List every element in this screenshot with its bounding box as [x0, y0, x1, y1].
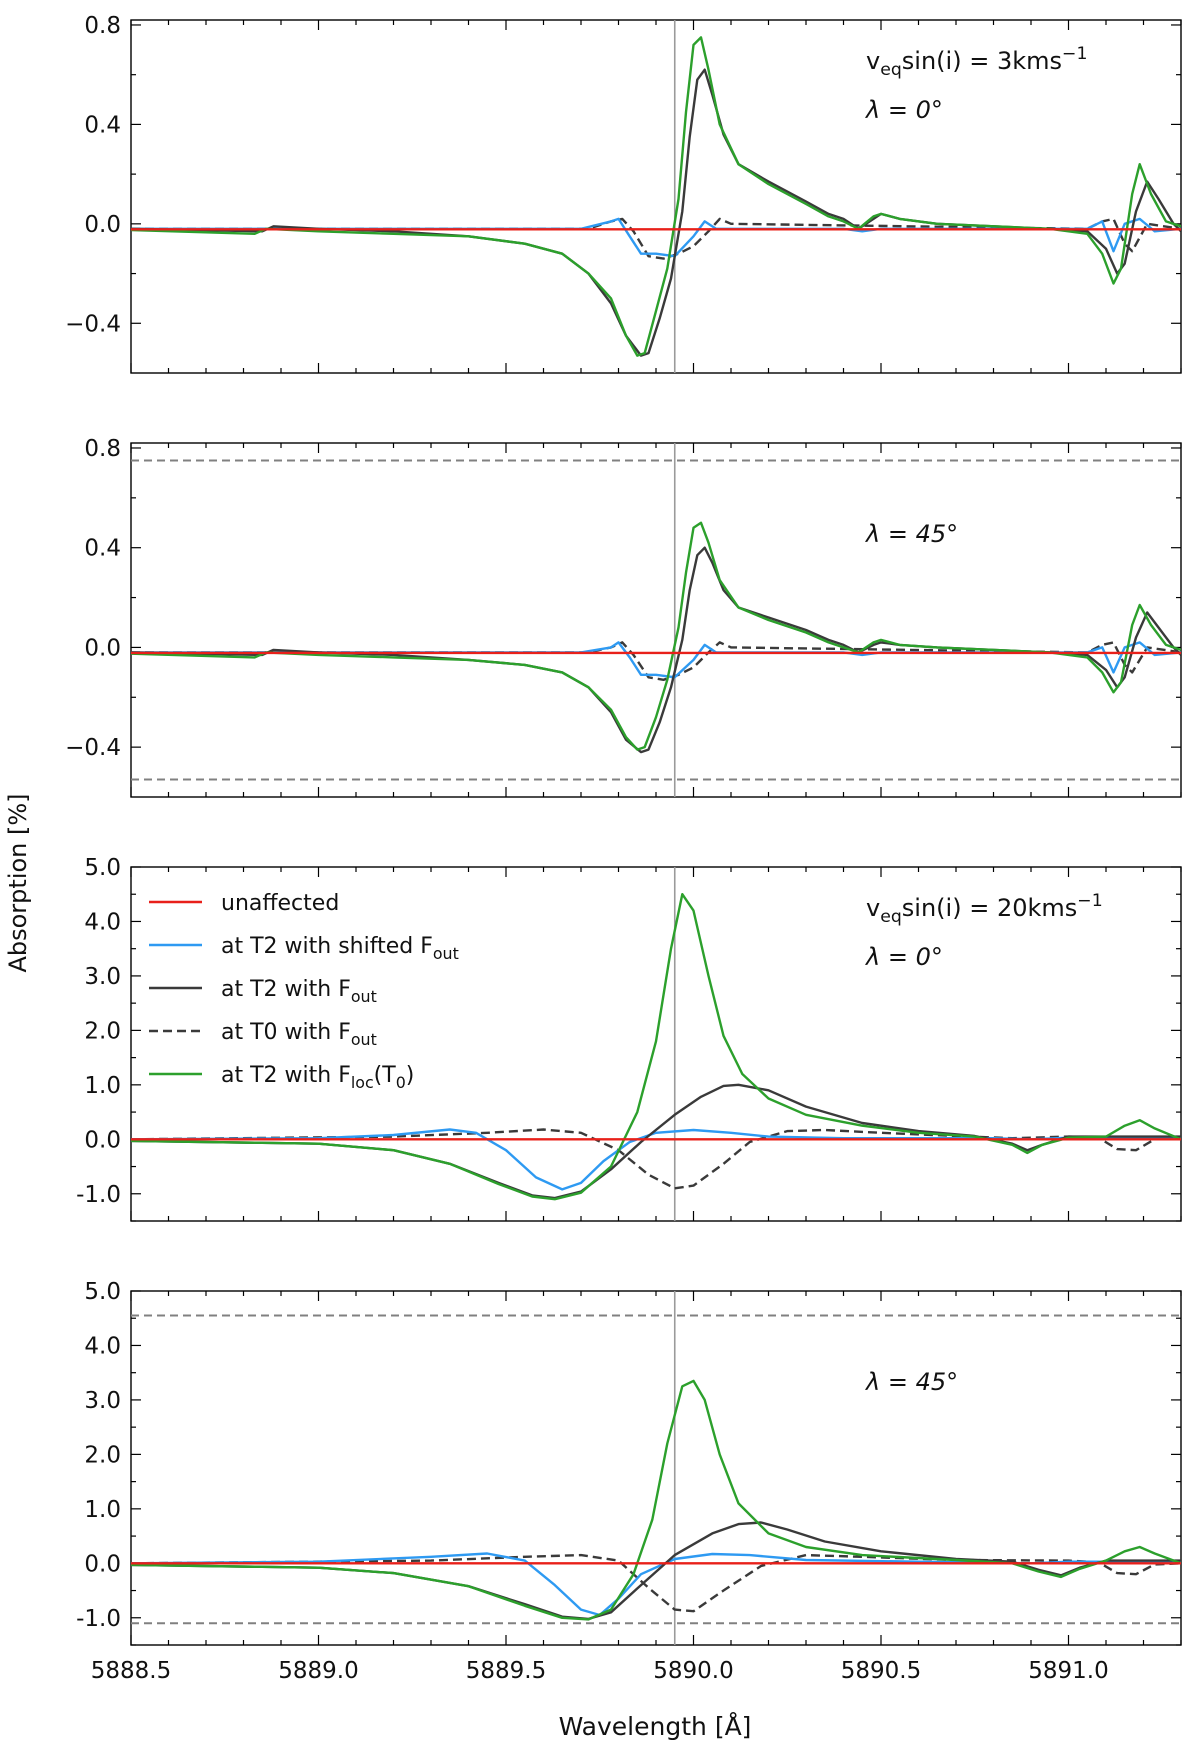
y-tick-label: -1.0: [76, 1606, 121, 1632]
annotation-lambda: λ = 45°: [864, 520, 958, 548]
series-t2: [131, 546, 1181, 754]
y-tick-label: 2.0: [84, 1442, 121, 1468]
annotation-lambda: λ = 0°: [864, 943, 943, 971]
series-t0: [131, 1553, 1181, 1613]
series-floc: [131, 521, 1181, 751]
x-tick-label: 5890.5: [841, 1658, 921, 1684]
y-tick-label: 2.0: [84, 1018, 121, 1044]
x-axis-label: Wavelength [Å]: [559, 1712, 752, 1741]
series-shifted: [131, 1552, 1181, 1617]
panel-2: −0.4 0.0 0.4 0.8 λ = 45°: [65, 436, 1182, 798]
y-tick-label: 5.0: [84, 855, 121, 881]
legend-label: at T2 with shifted Fout: [221, 934, 459, 963]
panel-3: -1.0 0.0 1.0 2.0 3.0 4.0 5.0 veqsin(i) = 20kms−…: [76, 855, 1182, 1222]
series-t0: [131, 1128, 1181, 1190]
series-floc: [131, 1379, 1181, 1621]
panel-1: −0.4 0.0 0.4 0.8 veqsin(i) = 3kms−1 λ = 0°: [65, 13, 1182, 374]
y-tick-label: 0.0: [84, 1127, 121, 1153]
annotation-vsini: veqsin(i) = 3kms−1: [866, 44, 1087, 80]
plot-area: [131, 443, 1181, 797]
annotation-lambda: λ = 0°: [864, 96, 943, 124]
series-shifted: [131, 217, 1181, 258]
axes-frame: [130, 442, 1182, 798]
y-tick-label: -1.0: [76, 1182, 121, 1208]
x-tick-label: 5889.0: [278, 1658, 358, 1684]
y-tick-label: 0.4: [84, 536, 121, 562]
series-t0: [131, 217, 1181, 260]
y-tick-label: 4.0: [84, 909, 121, 935]
y-tick-label: −0.4: [65, 311, 121, 337]
axes-frame: [130, 1290, 1182, 1646]
legend-label: unaffected: [221, 891, 339, 916]
y-tick-label: 4.0: [84, 1333, 121, 1359]
y-tick-label: 3.0: [84, 1388, 121, 1414]
x-tick-label: 5890.0: [653, 1658, 733, 1684]
plot-area: [131, 867, 1181, 1221]
y-tick-label: 0.0: [84, 635, 121, 661]
series-floc: [131, 893, 1181, 1201]
legend-label: at T2 with Floc(T0): [221, 1063, 414, 1092]
y-tick-label: 3.0: [84, 964, 121, 990]
y-axis-label: Absorption [%]: [4, 793, 32, 972]
y-tick-label: 1.0: [84, 1073, 121, 1099]
series-shifted: [131, 641, 1181, 679]
y-tick-label: 5.0: [84, 1279, 121, 1305]
legend-label: at T0 with Fout: [221, 1020, 377, 1049]
legend-label: at T2 with Fout: [221, 977, 377, 1006]
series-t2: [131, 1083, 1181, 1200]
y-tick-label: 1.0: [84, 1497, 121, 1523]
y-tick-label: 0.4: [84, 112, 121, 138]
legend: unaffected at T2 with shifted Fout at T2 w…: [149, 891, 459, 1092]
x-tick-label: 5889.5: [466, 1658, 546, 1684]
panel-4: -1.0 0.0 1.0 2.0 3.0 4.0 5.0 5888.5 5889.0 5889.5…: [76, 1279, 1182, 1684]
series-floc: [131, 36, 1181, 357]
x-tick-label: 5888.5: [91, 1658, 171, 1684]
plot-area: [131, 1291, 1181, 1645]
annotation-lambda: λ = 45°: [864, 1368, 958, 1396]
y-tick-label: 0.0: [84, 212, 121, 238]
plot-area: [131, 20, 1181, 373]
y-tick-label: 0.8: [84, 13, 121, 39]
y-tick-label: −0.4: [65, 735, 121, 761]
y-tick-label: 0.8: [84, 436, 121, 462]
annotation-vsini: veqsin(i) = 20kms−1: [866, 891, 1103, 927]
series-t2: [131, 1521, 1181, 1621]
y-tick-label: 0.0: [84, 1551, 121, 1577]
x-tick-label: 5891.0: [1028, 1658, 1108, 1684]
